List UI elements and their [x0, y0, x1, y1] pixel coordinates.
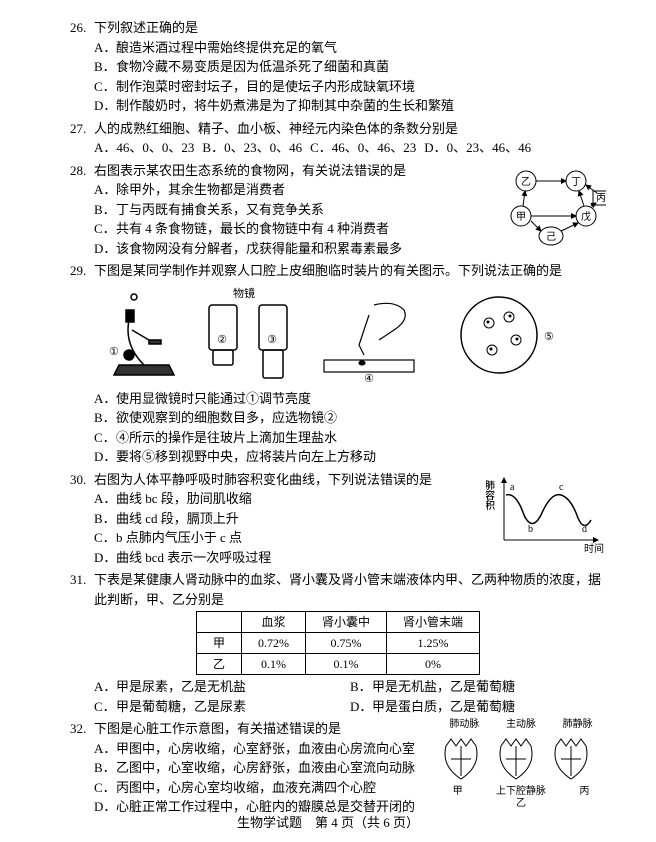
- q-stem: 右图表示某农田生态系统的食物网，有关说法错误的是: [94, 161, 506, 181]
- q-num: 31.: [70, 570, 94, 609]
- kidney-table: 血浆 肾小囊中 肾小管末端 甲 0.72% 0.75% 1.25% 乙 0.1%…: [196, 611, 480, 675]
- q-num: 30.: [70, 470, 94, 490]
- svg-text:乙: 乙: [521, 176, 531, 188]
- question-27: 27. 人的成熟红细胞、精子、血小板、神经元内染色体的条数分别是 A．46、0、…: [70, 119, 606, 158]
- question-29: 29. 下图是某同学制作并观察人口腔上皮细胞临时装片的有关图示。下列说法正确的是…: [70, 261, 606, 467]
- opt-d: D．0、23、46、46: [424, 138, 531, 158]
- svg-text:⑤: ⑤: [544, 331, 554, 343]
- svg-text:③: ③: [267, 334, 277, 346]
- heart-figure: 肺动脉 主动脉 肺静脉 甲 上下腔静脉乙 丙: [436, 719, 606, 817]
- svg-text:戊: 戊: [581, 211, 591, 223]
- q-stem: 下列叙述正确的是: [94, 18, 606, 38]
- opt-a: A．46、0、0、23: [94, 138, 194, 158]
- svg-text:④: ④: [364, 373, 374, 385]
- breathcurve-figure: a b c d 肺容积 肺容积 时间: [486, 470, 606, 568]
- svg-text:丙: 丙: [596, 193, 606, 204]
- svg-text:a: a: [510, 482, 515, 493]
- opt-text: 酿造米酒过程中需始终提供充足的氧气: [116, 38, 606, 58]
- q-stem: 右图为人体平静呼吸时肺容积变化曲线，下列说法错误的是: [94, 470, 486, 490]
- svg-text:甲: 甲: [516, 212, 526, 223]
- q-num: 26.: [70, 18, 94, 38]
- opt-label: A．: [94, 38, 116, 58]
- opt-c: C．46、0、46、23: [310, 138, 416, 158]
- q-stem: 下表是某健康人肾动脉中的血浆、肾小囊及肾小管末端液体内甲、乙两种物质的浓度，据此…: [94, 570, 606, 609]
- q-num: 28.: [70, 161, 94, 181]
- svg-text:物镜: 物镜: [233, 286, 255, 300]
- q-stem: 下图是某同学制作并观察人口腔上皮细胞临时装片的有关图示。下列说法正确的是: [94, 261, 606, 281]
- q-num: 32.: [70, 719, 94, 739]
- opt-label: D．: [94, 96, 116, 116]
- q-num: 29.: [70, 261, 94, 281]
- svg-text:d: d: [582, 524, 587, 535]
- q-stem: 人的成熟红细胞、精子、血小板、神经元内染色体的条数分别是: [94, 119, 606, 139]
- svg-text:丁: 丁: [571, 177, 581, 188]
- opt-label: C．: [94, 77, 116, 97]
- svg-text:b: b: [528, 524, 533, 535]
- svg-text:时间: 时间: [584, 542, 604, 555]
- q-stem: 下图是心脏工作示意图，有关描述错误的是: [94, 719, 436, 739]
- question-28: 28. 右图表示某农田生态系统的食物网，有关说法错误的是 A．除甲外，其余生物都…: [70, 161, 606, 259]
- opt-text: 食物冷藏不易变质是因为低温杀死了细菌和真菌: [116, 57, 606, 77]
- question-30: 30. 右图为人体平静呼吸时肺容积变化曲线，下列说法错误的是 A．曲线 bc 段…: [70, 470, 606, 568]
- question-31: 31. 下表是某健康人肾动脉中的血浆、肾小囊及肾小管末端液体内甲、乙两种物质的浓…: [70, 570, 606, 716]
- opt-text: 制作酸奶时，将牛奶煮沸是为了抑制其中杂菌的生长和繁殖: [116, 96, 606, 116]
- svg-text:①: ①: [109, 346, 119, 358]
- opt-b: B．0、23、0、46: [202, 138, 302, 158]
- svg-text:②: ②: [217, 334, 227, 346]
- question-26: 26. 下列叙述正确的是 A．酿造米酒过程中需始终提供充足的氧气 B．食物冷藏不…: [70, 18, 606, 116]
- q-num: 27.: [70, 119, 94, 139]
- opt-text: 制作泡菜时密封坛子，目的是使坛子内形成缺氧环境: [116, 77, 606, 97]
- svg-text:己: 己: [546, 232, 556, 243]
- foodweb-figure: 乙 丁 甲 戊 己 丙: [506, 161, 606, 259]
- svg-text:c: c: [559, 482, 564, 493]
- svg-text:肺容积: 肺容积: [486, 479, 495, 510]
- question-32: 32. 下图是心脏工作示意图，有关描述错误的是 A．甲图中，心房收缩，心室舒张，…: [70, 719, 606, 817]
- opt-label: B．: [94, 57, 116, 77]
- microscope-figure: ① 物镜 ② ③ ④ ⑤: [70, 285, 606, 385]
- page-footer: 生物学试题 第 4 页（共 6 页）: [0, 813, 656, 833]
